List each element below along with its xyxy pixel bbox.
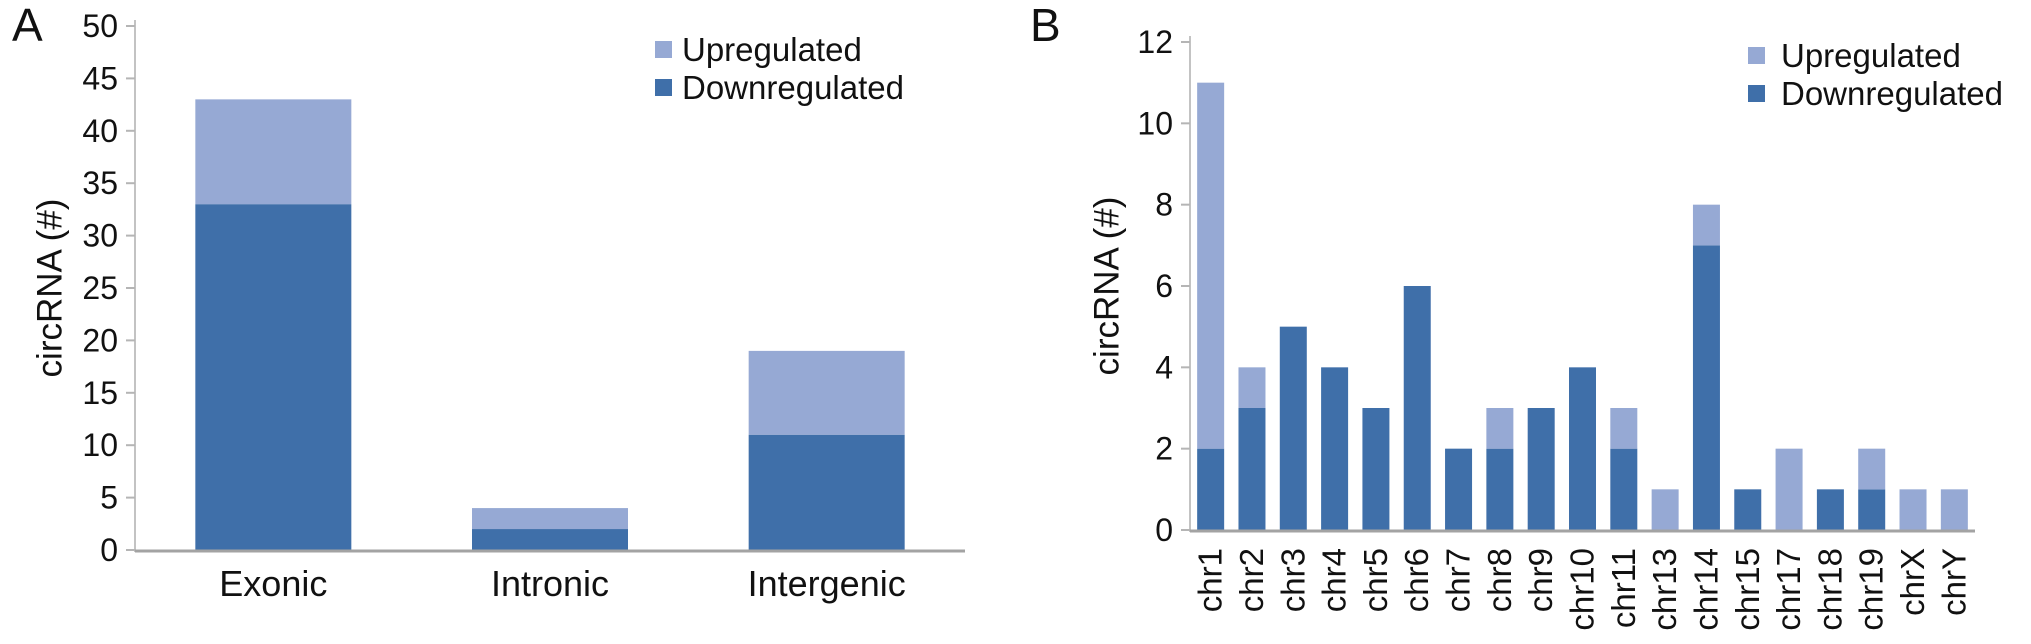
y-tick-label: 4 (1155, 349, 1173, 385)
y-tick-label: 6 (1155, 268, 1173, 304)
y-tick-label: 10 (82, 427, 118, 463)
bar-segment-upregulated-chrY (1940, 489, 1968, 530)
chart-b-legend: Upregulated Downregulated (1748, 36, 2003, 112)
x-tick-label: chr8 (1481, 548, 1518, 612)
x-tick-label: chr10 (1564, 548, 1601, 631)
bar-segment-upregulated-chr19 (1858, 448, 1886, 490)
bar-segment-upregulated-chr14 (1692, 204, 1720, 246)
x-tick-label: Exonic (219, 563, 327, 604)
bar-segment-upregulated-Intronic (472, 508, 628, 530)
bar-segment-upregulated-chr17 (1775, 448, 1803, 530)
y-tick-label: 10 (1137, 105, 1173, 141)
x-tick-label: chr11 (1605, 548, 1642, 628)
bar-segment-downregulated-Intergenic (748, 434, 905, 550)
x-tick-label: chrY (1935, 548, 1972, 616)
chart-a-legend: Upregulated Downregulated (655, 30, 904, 106)
bar-segment-downregulated-chr7 (1445, 448, 1473, 530)
x-tick-label: chr18 (1811, 548, 1848, 631)
y-tick-label: 35 (82, 165, 118, 201)
bar-segment-downregulated-chr5 (1362, 408, 1390, 530)
bar-segment-downregulated-chr8 (1486, 448, 1514, 530)
y-tick-label: 50 (82, 8, 118, 44)
upregulated-swatch-icon (655, 40, 672, 58)
x-tick-label: chr13 (1646, 548, 1683, 631)
panel-a-label: A (12, 0, 43, 51)
bar-segment-upregulated-chr1 (1197, 82, 1225, 449)
bar-segment-upregulated-Exonic (195, 99, 352, 205)
x-tick-label: chr19 (1853, 548, 1890, 631)
bar-segment-upregulated-Intergenic (748, 350, 905, 435)
y-tick-label: 0 (1155, 512, 1173, 548)
y-tick-label: 0 (100, 532, 118, 568)
bar-segment-downregulated-chr9 (1527, 408, 1555, 530)
y-axis-title: circRNA (#) (1088, 197, 1127, 376)
y-tick-label: 25 (82, 270, 118, 306)
downregulated-swatch-icon (655, 78, 672, 96)
upregulated-swatch-icon (1748, 46, 1765, 64)
legend-item-upregulated: Upregulated (1748, 36, 2003, 74)
x-tick-label: chr3 (1274, 548, 1311, 612)
bar-segment-downregulated-Intronic (472, 529, 628, 550)
bar-segment-downregulated-chr4 (1321, 367, 1349, 530)
x-tick-label: chr6 (1398, 548, 1435, 612)
bar-segment-upregulated-chr11 (1610, 408, 1638, 449)
chart-a-genomic-origin: 0 5 10 15 20 25 30 35 40 45 50 circRNA (#) Exonic Int… (31, 8, 965, 604)
y-tick-label: 8 (1155, 187, 1173, 223)
y-tick-label: 20 (82, 322, 118, 358)
x-tick-label: chr7 (1440, 548, 1477, 612)
x-tick-label: Intergenic (748, 563, 906, 604)
x-tick-label: chr9 (1522, 548, 1559, 612)
legend-label-downregulated: Downregulated (1781, 74, 2003, 112)
legend-item-upregulated: Upregulated (655, 30, 904, 68)
bar-segment-upregulated-chrX (1899, 489, 1927, 530)
bar-segment-downregulated-chr10 (1569, 367, 1596, 530)
y-axis-title: circRNA (#) (31, 199, 70, 378)
x-tick-label: chr15 (1729, 548, 1766, 631)
legend-item-downregulated: Downregulated (1748, 74, 2003, 112)
y-tick-label: 12 (1137, 24, 1173, 60)
x-tick-label: chr1 (1192, 548, 1229, 612)
bar-segment-downregulated-chr14 (1692, 245, 1720, 531)
x-tick-label: chr4 (1316, 548, 1353, 612)
y-tick-label: 40 (82, 113, 118, 149)
bar-segment-downregulated-chr19 (1858, 489, 1886, 530)
y-tick-label: 15 (82, 375, 118, 411)
y-tick-label: 45 (82, 60, 118, 96)
bar-segment-downregulated-chr18 (1816, 489, 1844, 530)
y-tick-label: 2 (1155, 431, 1173, 467)
bar-segment-upregulated-chr2 (1238, 367, 1266, 408)
legend-label-downregulated: Downregulated (682, 68, 904, 106)
bar-segment-downregulated-chr3 (1279, 326, 1307, 530)
legend-label-upregulated: Upregulated (1781, 36, 1961, 74)
bar-segment-downregulated-chr6 (1403, 286, 1431, 530)
downregulated-swatch-icon (1748, 84, 1765, 102)
x-tick-label: chr5 (1357, 548, 1394, 612)
x-tick-label: Intronic (491, 563, 609, 604)
bar-segment-downregulated-chr15 (1734, 489, 1762, 530)
chart-b-chromosome-distribution: 0 2 4 6 8 10 12 circRNA (#) chr1 chr2 chr3 chr4 chr5… (1088, 24, 1975, 631)
bar-segment-upregulated-chr13 (1651, 489, 1679, 530)
x-tick-label: chr2 (1233, 548, 1270, 612)
bar-segment-downregulated-chr2 (1238, 408, 1266, 530)
x-tick-label: chr17 (1770, 548, 1807, 631)
panel-b-label: B (1030, 0, 1061, 51)
x-tick-label: chr14 (1687, 548, 1724, 631)
y-tick-label: 30 (82, 218, 118, 254)
y-tick-label: 5 (100, 480, 118, 516)
legend-label-upregulated: Upregulated (682, 30, 862, 68)
bar-segment-upregulated-chr8 (1486, 408, 1514, 449)
x-tick-label: chrX (1894, 548, 1931, 616)
bar-segment-downregulated-chr11 (1610, 448, 1638, 530)
bar-segment-downregulated-chr1 (1197, 448, 1225, 530)
bar-segment-downregulated-Exonic (195, 204, 352, 550)
legend-item-downregulated: Downregulated (655, 68, 904, 106)
